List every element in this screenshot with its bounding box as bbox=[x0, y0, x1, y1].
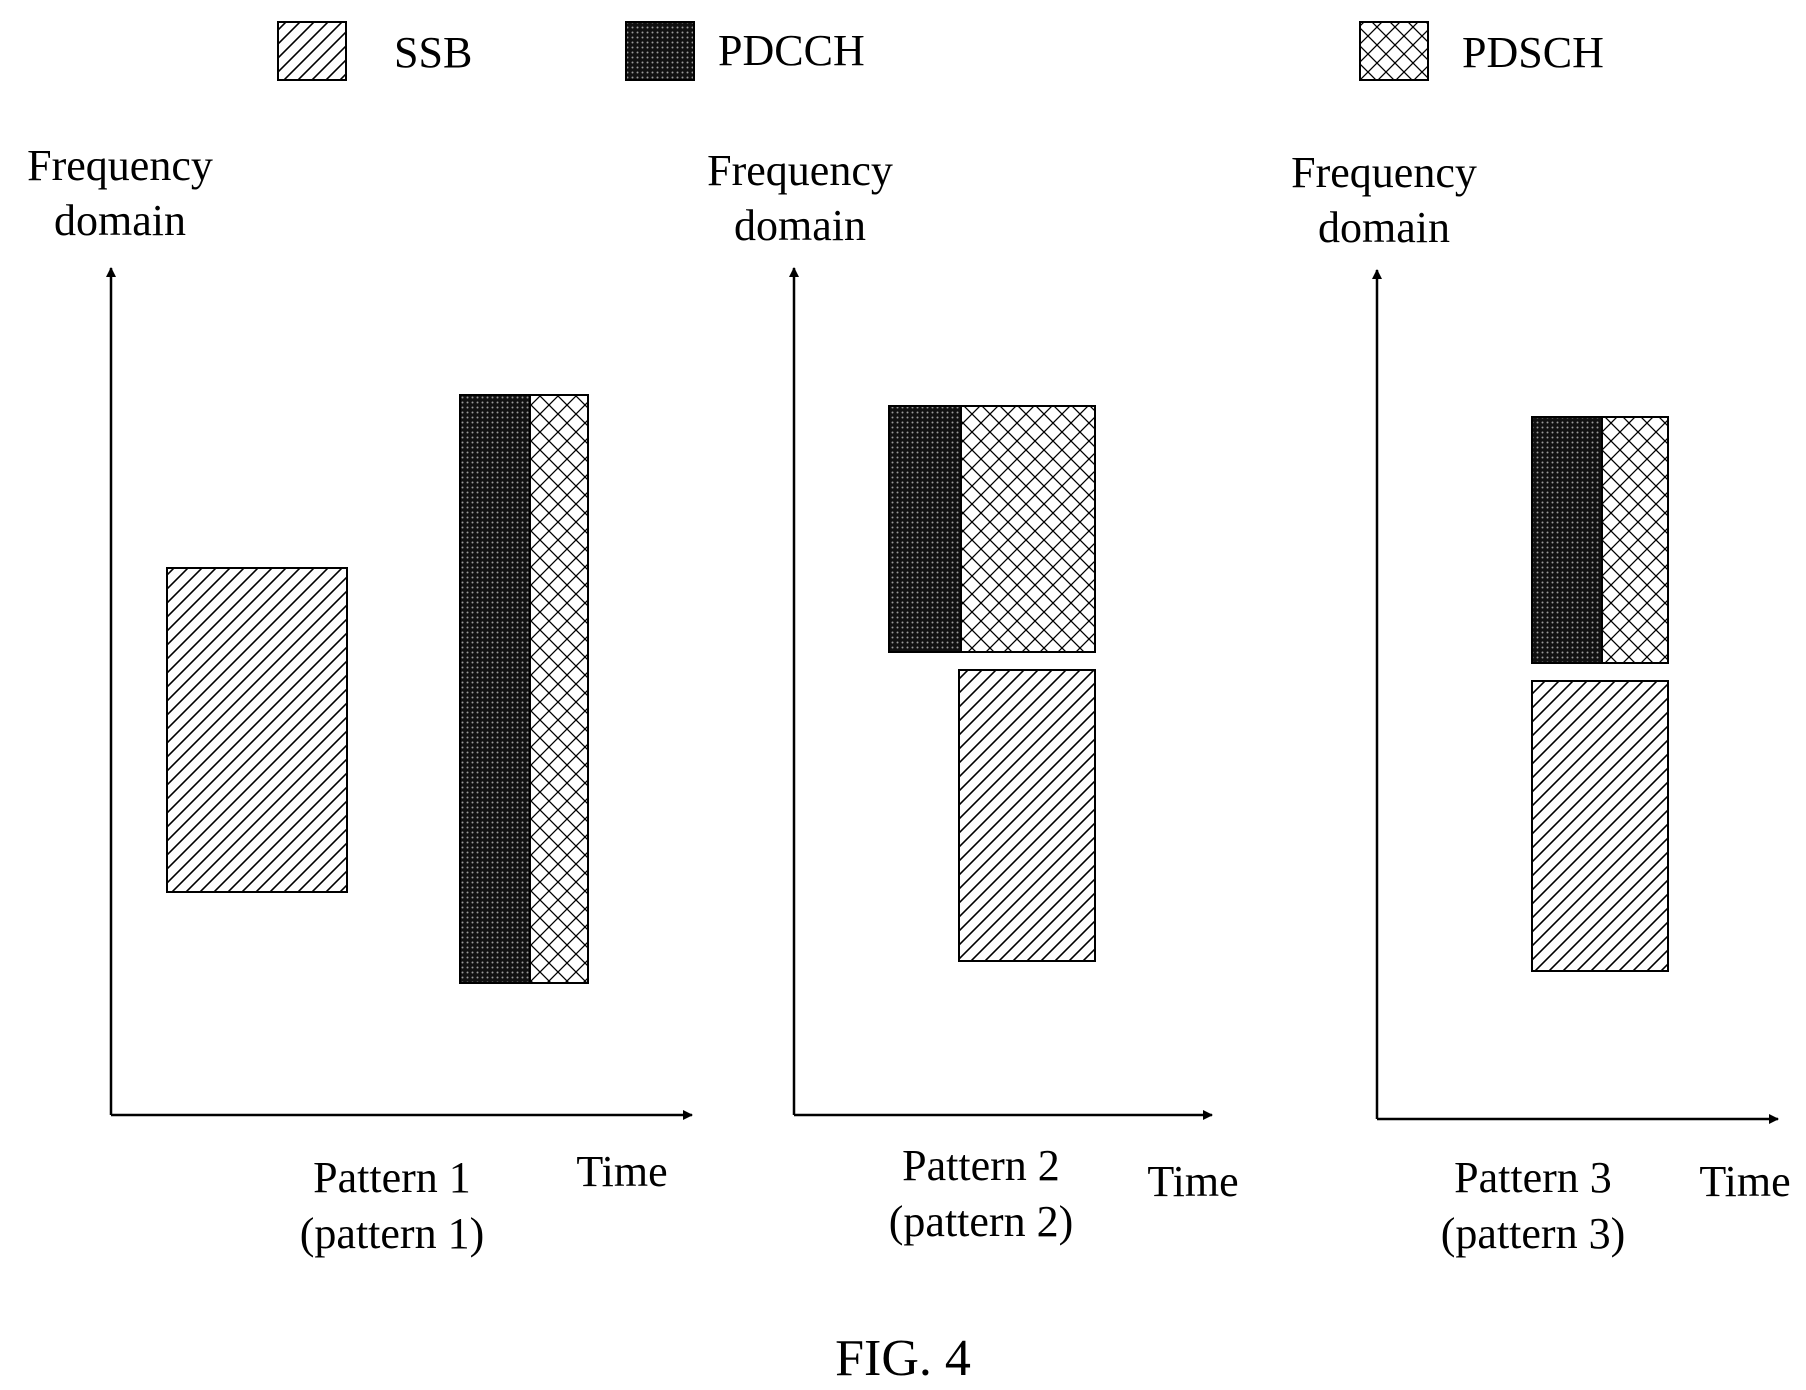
y-axis-label-line2: domain bbox=[734, 201, 866, 250]
pdsch-block bbox=[1601, 416, 1669, 664]
pdsch-block bbox=[960, 405, 1096, 653]
y-axis-label-line1: Frequency bbox=[707, 146, 893, 195]
legend-item-pdcch: PDCCH bbox=[625, 21, 865, 81]
pdcch-block bbox=[459, 394, 531, 984]
pdcch-block bbox=[888, 405, 962, 653]
y-axis-label-line1: Frequency bbox=[1291, 148, 1477, 197]
ssb-block bbox=[166, 567, 348, 893]
legend-label-ssb: SSB bbox=[394, 28, 472, 77]
legend-swatch-pdsch bbox=[1359, 21, 1429, 81]
pattern-name-line2: (pattern 2) bbox=[889, 1197, 1073, 1246]
pattern-name-line1: Pattern 2 bbox=[902, 1141, 1060, 1190]
ssb-block bbox=[1531, 680, 1669, 972]
y-axis-label-line2: domain bbox=[54, 196, 186, 245]
ssb-block bbox=[958, 669, 1096, 962]
legend-item-ssb: SSB bbox=[277, 21, 472, 81]
pattern-name-line2: (pattern 3) bbox=[1441, 1209, 1625, 1258]
legend-label-pdsch: PDSCH bbox=[1462, 28, 1604, 77]
pattern-name-line1: Pattern 1 bbox=[313, 1153, 471, 1202]
panel-pattern-1: Frequency domain Time Pattern 1 (pattern… bbox=[27, 141, 693, 1258]
pattern-name-line1: Pattern 3 bbox=[1454, 1153, 1612, 1202]
legend-item-pdsch: PDSCH bbox=[1359, 21, 1604, 81]
x-axis-label: Time bbox=[576, 1147, 667, 1196]
legend-swatch-pdcch bbox=[625, 21, 695, 81]
pdsch-block bbox=[529, 394, 589, 984]
pdcch-block bbox=[1531, 416, 1603, 664]
legend-swatch-ssb bbox=[277, 21, 347, 81]
y-axis-label-line2: domain bbox=[1318, 203, 1450, 252]
panel-pattern-2: Frequency domain Time Pattern 2 (pattern… bbox=[707, 146, 1239, 1246]
panel-pattern-3: Frequency domain Time Pattern 3 (pattern… bbox=[1291, 148, 1791, 1258]
y-axis-label-line1: Frequency bbox=[27, 141, 213, 190]
legend-label-pdcch: PDCCH bbox=[718, 26, 865, 75]
pattern-name-line2: (pattern 1) bbox=[300, 1209, 484, 1258]
figure-caption: FIG. 4 bbox=[835, 1330, 971, 1387]
legend: SSB PDCCH PDSCH bbox=[277, 21, 1604, 81]
x-axis-label: Time bbox=[1699, 1157, 1790, 1206]
x-axis-label: Time bbox=[1147, 1157, 1238, 1206]
